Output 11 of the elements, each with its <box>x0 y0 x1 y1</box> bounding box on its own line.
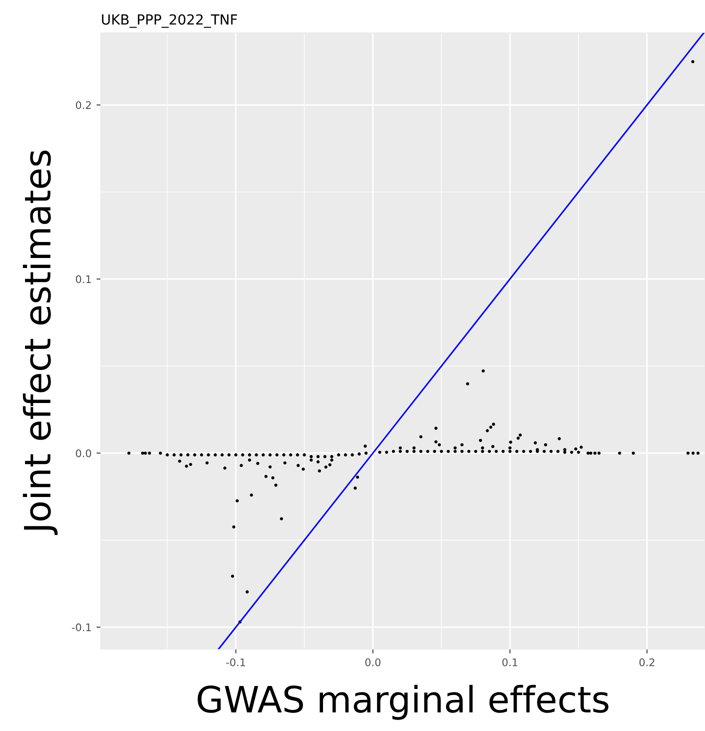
y-axis-title: Joint effect estimates <box>22 150 58 536</box>
chart-title: UKB_PPP_2022_TNF <box>102 14 237 28</box>
x-axis-title: GWAS marginal effects <box>198 684 608 720</box>
y-tick-label: 0.1 <box>76 275 91 284</box>
y-tick-label: 0.2 <box>76 101 91 110</box>
x-tick-label: 0.1 <box>502 658 518 666</box>
x-tick-label: 0.0 <box>365 658 380 666</box>
x-tick-label: 0.2 <box>639 658 654 666</box>
y-tick-label: -0.1 <box>72 623 91 632</box>
x-tick-label: -0.1 <box>226 658 246 666</box>
y-tick-label: 0.0 <box>76 449 92 458</box>
